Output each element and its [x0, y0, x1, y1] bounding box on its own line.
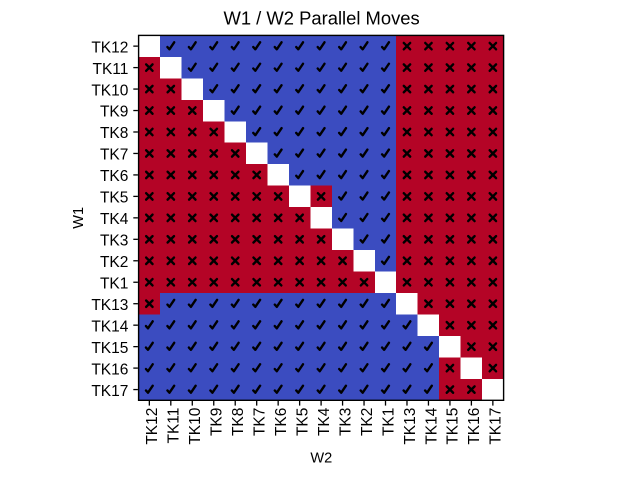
- svg-text:TK7: TK7: [251, 408, 268, 436]
- svg-text:TK3: TK3: [100, 233, 128, 250]
- svg-text:TK16: TK16: [466, 408, 483, 445]
- svg-text:TK17: TK17: [91, 383, 128, 400]
- svg-text:TK3: TK3: [337, 408, 354, 436]
- svg-text:TK4: TK4: [100, 211, 129, 228]
- svg-text:W2: W2: [310, 450, 332, 466]
- svg-text:TK12: TK12: [144, 408, 161, 445]
- svg-text:TK1: TK1: [100, 275, 128, 292]
- svg-text:TK7: TK7: [100, 147, 128, 164]
- svg-text:TK13: TK13: [91, 297, 128, 314]
- svg-text:TK10: TK10: [187, 407, 204, 444]
- svg-text:TK1: TK1: [380, 408, 397, 436]
- svg-text:TK6: TK6: [100, 168, 128, 185]
- svg-text:TK14: TK14: [91, 318, 128, 335]
- svg-text:TK15: TK15: [445, 408, 462, 445]
- svg-text:W1 / W2 Parallel Moves: W1 / W2 Parallel Moves: [223, 8, 419, 29]
- svg-text:TK6: TK6: [273, 408, 290, 436]
- svg-text:TK10: TK10: [91, 82, 128, 99]
- svg-text:TK2: TK2: [359, 408, 376, 436]
- svg-text:W1: W1: [71, 207, 87, 229]
- svg-text:TK12: TK12: [91, 39, 128, 56]
- svg-text:TK9: TK9: [209, 408, 226, 436]
- svg-text:TK11: TK11: [92, 61, 128, 78]
- svg-text:TK9: TK9: [100, 104, 128, 121]
- svg-text:TK13: TK13: [402, 408, 419, 445]
- svg-text:TK5: TK5: [294, 408, 311, 436]
- svg-text:TK8: TK8: [100, 125, 128, 142]
- svg-text:TK17: TK17: [488, 408, 505, 445]
- svg-text:TK2: TK2: [100, 254, 128, 271]
- svg-text:TK15: TK15: [91, 340, 128, 357]
- svg-text:TK14: TK14: [423, 407, 440, 444]
- svg-text:TK8: TK8: [230, 408, 247, 436]
- svg-text:TK5: TK5: [100, 190, 128, 207]
- svg-text:TK16: TK16: [91, 361, 128, 378]
- svg-text:TK4: TK4: [316, 407, 333, 436]
- svg-text:TK11: TK11: [166, 408, 183, 444]
